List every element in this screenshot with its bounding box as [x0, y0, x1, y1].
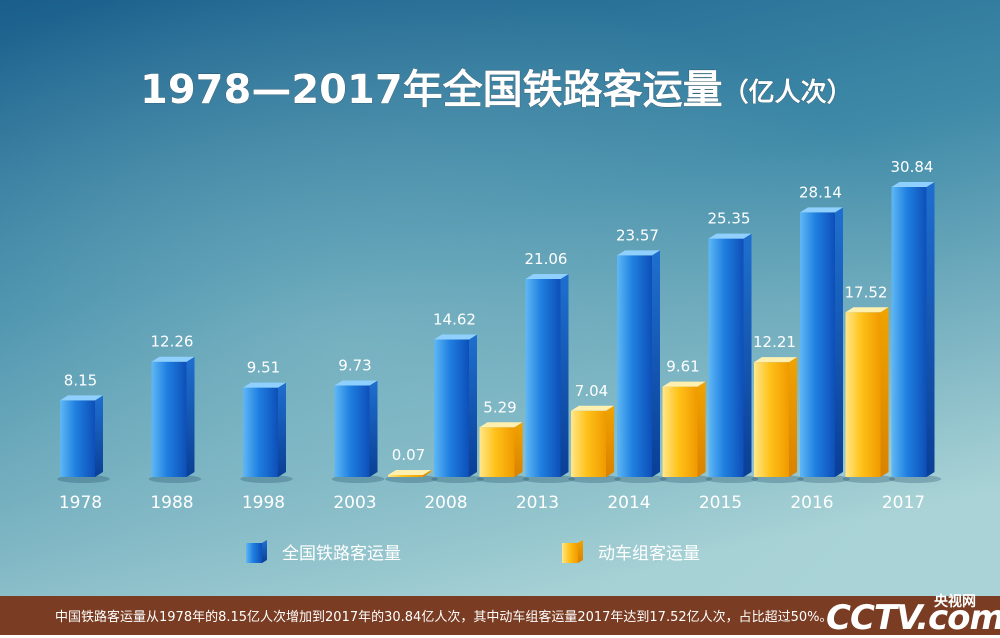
value-label-total-1978: 8.15: [64, 371, 97, 389]
bar-total-2003: [334, 380, 378, 477]
value-label-emu-2017: 17.52: [845, 283, 888, 301]
bar-total-1978: [60, 395, 103, 477]
logo-sub: 央视网: [934, 594, 976, 610]
tick-label-1998: 1998: [242, 493, 285, 513]
tick-label-2003: 2003: [333, 493, 376, 513]
footer-bar: [0, 596, 1000, 635]
value-label-total-2008: 14.62: [433, 311, 476, 329]
legend-item-emu-label: 动车组客运量: [598, 544, 700, 564]
bar-total-2017: [891, 182, 935, 477]
label-layer: 8.15 1978 12.26 1988 9.51 1998 9.73 2003 14.62 0.…: [59, 158, 934, 513]
legend: 全国铁路客运量 动车组客运量: [246, 540, 700, 564]
footer-note: 中国铁路客运量从1978年的8.15亿人次增加到2017年的30.84亿人次，其…: [55, 610, 833, 625]
bar-total-2008: [434, 334, 477, 477]
bar-total-2016: [800, 207, 843, 477]
value-label-total-2003: 9.73: [338, 357, 371, 375]
legend-item-emu: 动车组客运量: [562, 540, 700, 564]
value-label-total-2015: 25.35: [708, 210, 751, 228]
bar-total-1988: [151, 356, 195, 477]
value-label-total-1988: 12.26: [151, 333, 194, 351]
legend-item-emu-swatch: [562, 543, 578, 563]
tick-label-2014: 2014: [607, 493, 650, 513]
value-label-emu-2013: 5.29: [483, 398, 516, 416]
logo-main: CCTV.com: [826, 598, 1000, 638]
legend-item-total: 全国铁路客运量: [246, 540, 401, 564]
legend-item-total-swatch: [246, 543, 262, 563]
bar-total-2014: [617, 250, 660, 477]
bar-layer: [60, 182, 935, 477]
bar-emu-2016: [754, 357, 797, 477]
chart-title: 1978—2017年全国铁路客运量（亿人次）: [140, 67, 853, 113]
tick-label-2017: 2017: [882, 493, 925, 513]
bar-emu-2013: [479, 422, 523, 477]
bar-total-2013: [525, 273, 569, 477]
value-label-total-1998: 9.51: [247, 359, 280, 377]
bar-emu-2014: [571, 405, 614, 477]
chart-title-unit: （亿人次）: [723, 78, 853, 108]
value-label-total-2016: 28.14: [799, 183, 842, 201]
bar-emu-2015: [662, 381, 706, 477]
value-label-total-2013: 21.06: [525, 250, 568, 268]
tick-label-2015: 2015: [699, 493, 742, 513]
tick-label-1978: 1978: [59, 493, 102, 513]
bar-emu-2017: [845, 307, 889, 477]
value-label-total-2014: 23.57: [616, 226, 659, 244]
legend-item-total-label: 全国铁路客运量: [282, 544, 401, 564]
chart-title-main: 1978—2017年全国铁路客运量: [140, 67, 723, 113]
value-label-emu-2015: 9.61: [666, 358, 699, 376]
tick-label-2016: 2016: [790, 493, 833, 513]
value-label-emu-2014: 7.04: [575, 382, 608, 400]
value-label-total-2017: 30.84: [891, 158, 934, 176]
tick-label-2013: 2013: [516, 493, 559, 513]
tick-label-2008: 2008: [424, 493, 467, 513]
bar-emu-2008: [388, 470, 431, 477]
value-label-emu-2016: 12.21: [753, 333, 796, 351]
bar-total-2015: [708, 233, 752, 477]
cctv-logo: CCTV.com 央视网: [826, 590, 1000, 638]
value-label-emu-2008: 0.07: [392, 446, 425, 464]
bar-total-1998: [243, 382, 286, 477]
tick-label-1988: 1988: [150, 493, 193, 513]
